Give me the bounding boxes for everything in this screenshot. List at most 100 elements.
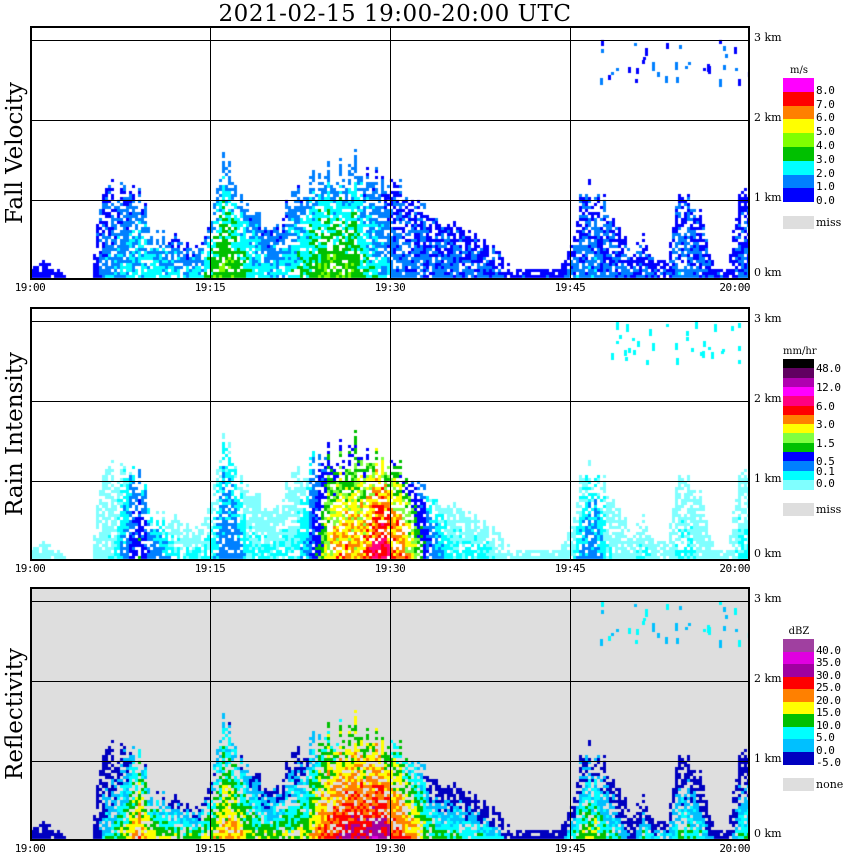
- x-tick-label: 20:00: [719, 842, 750, 855]
- y-tick-label: 2 km: [754, 111, 782, 124]
- legend-label: 2.0: [816, 166, 835, 180]
- y-tick-label: 0 km: [754, 266, 782, 279]
- x-tick-label: 19:45: [554, 562, 586, 575]
- legend-label: 12.0: [816, 380, 841, 394]
- legend-swatch: [783, 739, 814, 752]
- legend-swatch: [783, 452, 814, 462]
- legend-swatch: [783, 386, 814, 397]
- gridline-y-3km: [30, 321, 750, 322]
- gridline-x-1945: [570, 26, 571, 280]
- legend-swatch: [783, 461, 814, 472]
- legend-swatch: [783, 174, 814, 189]
- x-tick-label: 20:00: [719, 562, 750, 575]
- legend-label: 6.0: [816, 399, 835, 413]
- gridline-y-2km: [30, 401, 750, 402]
- legend-label: 1.5: [816, 436, 835, 450]
- legend-swatch: [783, 147, 814, 161]
- legend-swatch: [783, 714, 814, 727]
- legend-label: 6.0: [816, 111, 835, 125]
- x-tick-label: 19:15: [194, 281, 226, 294]
- legend-swatch: [783, 479, 814, 490]
- legend-swatch: [783, 676, 814, 690]
- legend-swatch: [783, 442, 814, 453]
- y-tick-label: 2 km: [754, 392, 782, 405]
- legend-swatch: [783, 119, 814, 134]
- gridline-y-3km: [30, 601, 750, 602]
- y-tick-label: 0 km: [754, 827, 782, 840]
- x-tick-label: 19:30: [374, 562, 406, 575]
- ylabel-reflectivity-text: Reflectivity: [2, 648, 29, 780]
- legend-label: 5.0: [816, 125, 835, 139]
- legend-missing-label: miss: [816, 216, 842, 230]
- legend-swatch: [783, 377, 814, 388]
- x-tick-label: 19:45: [554, 842, 586, 855]
- x-tick-label: 19:00: [14, 281, 46, 294]
- y-tick-label: 1 km: [754, 191, 782, 204]
- ylabel-reflectivity: Reflectivity: [0, 587, 30, 841]
- ylabel-fall-velocity-text: Fall Velocity: [2, 82, 29, 224]
- gridline-y-1km: [30, 200, 750, 201]
- y-tick-label: 0 km: [754, 547, 782, 560]
- legend-label: 48.0: [816, 362, 841, 376]
- legend-label: 0.0: [816, 194, 835, 208]
- legend-swatch: [783, 751, 814, 765]
- y-tick-label: 3 km: [754, 592, 782, 605]
- legend-swatch: [783, 133, 814, 148]
- legend-swatch: [783, 433, 814, 444]
- legend-label: 20.0: [816, 693, 841, 707]
- legend-swatch: [783, 424, 814, 435]
- gridline-x-1915: [210, 307, 211, 561]
- legend-missing-swatch: [783, 216, 814, 230]
- legend-missing-label: none: [816, 778, 844, 791]
- gridline-y-2km: [30, 681, 750, 682]
- y-tick-label: 2 km: [754, 672, 782, 685]
- legend-label: 3.0: [816, 152, 835, 166]
- legend-swatch: [783, 701, 814, 715]
- gridline-y-1km: [30, 481, 750, 482]
- ylabel-rain-intensity: Rain Intensity: [0, 307, 30, 561]
- y-tick-label: 3 km: [754, 31, 782, 44]
- legend-unit: dBZ: [788, 626, 810, 637]
- legend-swatch: [783, 414, 814, 425]
- gridline-x-1945: [570, 307, 571, 561]
- legend-swatch: [783, 689, 814, 702]
- gridline-x-1945: [570, 587, 571, 841]
- gridline-x-1915: [210, 587, 211, 841]
- legend-label: -5.0: [816, 756, 841, 769]
- legend-label: 1.0: [816, 180, 835, 194]
- legend-label: 7.0: [816, 97, 835, 111]
- x-tick-label: 20:00: [719, 281, 750, 294]
- legend-swatch: [783, 91, 814, 106]
- legend-swatch: [783, 664, 814, 677]
- legend-label: 8.0: [816, 83, 835, 97]
- legend-swatch: [783, 188, 814, 203]
- legend-label: 40.0: [816, 643, 841, 657]
- panel-rain-intensity: [30, 307, 750, 561]
- legend-label: 10.0: [816, 718, 841, 732]
- y-tick-label: 1 km: [754, 752, 782, 765]
- legend-swatch: [783, 368, 814, 379]
- legend-swatch: [783, 651, 814, 665]
- legend-unit: m/s: [790, 65, 808, 76]
- ylabel-fall-velocity: Fall Velocity: [0, 26, 30, 280]
- gridline-x-1930: [390, 26, 391, 280]
- gridline-y-2km: [30, 120, 750, 121]
- legend-label: 0.5: [816, 455, 835, 469]
- legend-label: 35.0: [816, 656, 841, 669]
- legend-label: 3.0: [816, 418, 835, 432]
- legend-label: 0.0: [816, 476, 835, 490]
- x-tick-label: 19:00: [14, 842, 46, 855]
- x-tick-label: 19:45: [554, 281, 586, 294]
- legend-missing-swatch: [783, 503, 814, 517]
- legend-swatch: [783, 405, 814, 416]
- legend-swatch: [783, 396, 814, 407]
- panel-reflectivity: [30, 587, 750, 841]
- legend-label: 0.0: [816, 743, 835, 757]
- x-tick-label: 19:00: [14, 562, 46, 575]
- x-tick-label: 19:30: [374, 842, 406, 855]
- legend-swatch: [783, 105, 814, 120]
- legend-swatch: [783, 726, 814, 740]
- y-tick-label: 3 km: [754, 312, 782, 325]
- legend-missing-swatch: [783, 778, 814, 791]
- legend-swatch: [783, 160, 814, 175]
